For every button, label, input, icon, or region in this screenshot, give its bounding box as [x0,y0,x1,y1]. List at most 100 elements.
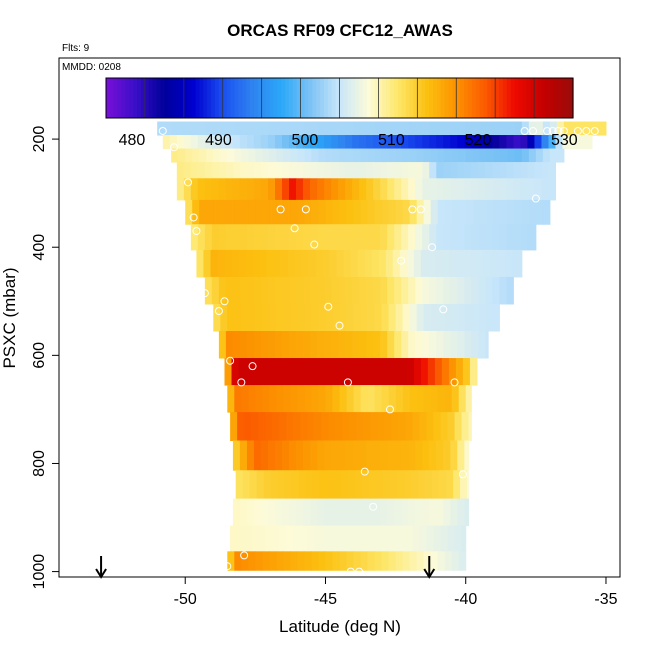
heatmap-cell [352,498,360,527]
heatmap-cell [241,121,249,136]
heatmap-cell [548,135,556,150]
heatmap-cell [315,249,324,278]
heatmap-cell [253,224,262,251]
colorbar-segment [456,78,461,118]
heatmap-cell [164,121,172,136]
heatmap-cell [443,498,451,527]
colorbar-segment [320,78,325,118]
heatmap-cell [300,412,308,441]
heatmap-cell [377,412,385,441]
heatmap-cell [224,358,232,386]
colorbar-segment [530,78,535,118]
colorbar-segment [183,78,189,118]
heatmap-cell [555,135,563,150]
heatmap-cell [284,470,293,500]
heatmap-cell [413,358,422,386]
heatmap-cell [388,121,397,136]
heatmap-cell [465,385,472,413]
heatmap-cell [360,303,369,332]
heatmap-cell [267,224,276,251]
colorbar-segment [203,78,208,118]
heatmap-cell [253,162,262,179]
heatmap-cell [570,121,579,136]
heatmap-cell [321,525,329,552]
heatmap-cell [315,358,324,386]
mmdd-note: MMDD: 0208 [62,62,121,73]
heatmap-cell [528,148,537,163]
heatmap-cell [437,121,446,136]
heatmap-cell [381,199,390,225]
heatmap-cell [370,525,378,552]
heatmap-cell [464,440,470,471]
heatmap-cell [311,385,319,413]
sample-point [397,256,406,265]
heatmap-cell [387,178,395,201]
heatmap-cell [282,162,290,179]
heatmap-cell [324,331,332,359]
heatmap-cell [296,440,304,471]
colorbar-segment [467,78,473,118]
colorbar-segment [355,78,360,118]
heatmap-cell [274,276,283,305]
heatmap-cell [338,331,346,359]
heatmap-cell [248,551,256,571]
heatmap-cell [318,199,326,225]
heatmap-cell [286,525,294,552]
heatmap-cell [506,135,514,150]
heatmap-cell [255,121,263,136]
colorbar-segment [308,78,313,118]
heatmap-cell [352,331,360,359]
heatmap-cell [373,224,381,251]
heatmap-cell [373,135,381,150]
colorbar-segment [506,78,512,118]
heatmap-cell [203,249,211,278]
sample-point [467,567,476,576]
heatmap-cell [262,551,270,571]
heatmap-cell [346,199,355,225]
heatmap-cell [359,440,367,471]
heatmap-cell [381,121,390,136]
heatmap-cell [183,178,192,201]
heatmap-cell [457,135,465,150]
heatmap-cell [521,148,530,163]
heatmap-cell [397,470,405,500]
heatmap-cell [339,551,348,571]
heatmap-cell [373,162,381,179]
colorbar-segment [366,78,372,118]
heatmap-cell [325,121,333,136]
heatmap-cell [318,385,326,413]
heatmap-cell [289,162,297,179]
heatmap-cell [371,249,380,278]
heatmap-cell [534,162,542,179]
heatmap-cell [373,331,381,359]
colorbar-segment [537,78,543,118]
heatmap-cell [478,162,486,179]
heatmap-cell [283,303,291,332]
heatmap-cell [335,412,343,441]
heatmap-cell [394,224,402,251]
colorbar-segment [518,78,524,118]
heatmap-cell [262,148,270,163]
heatmap-cell [276,385,284,413]
heatmap-cell [331,178,339,201]
heatmap-cell [461,525,467,552]
colorbar-segment [125,78,130,118]
heatmap-cell [197,178,206,201]
colorbar-tick-label: 530 [551,132,578,149]
sample-point [543,126,552,135]
heatmap-cell [360,199,369,225]
heatmap-cell [380,178,388,201]
colorbar-segment [405,78,411,118]
heatmap-cell [430,199,439,225]
heatmap-cell [176,162,185,179]
heatmap-cell [478,224,486,251]
heatmap-cell [468,412,472,441]
heatmap-cell [451,148,460,163]
heatmap-cell [317,135,325,150]
heatmap-cell [232,135,241,150]
heatmap-cell [429,162,437,179]
heatmap-cell [429,178,437,201]
heatmap-cell [290,303,298,332]
colorbar-tick-label: 490 [205,132,232,149]
heatmap-cell [190,224,199,251]
